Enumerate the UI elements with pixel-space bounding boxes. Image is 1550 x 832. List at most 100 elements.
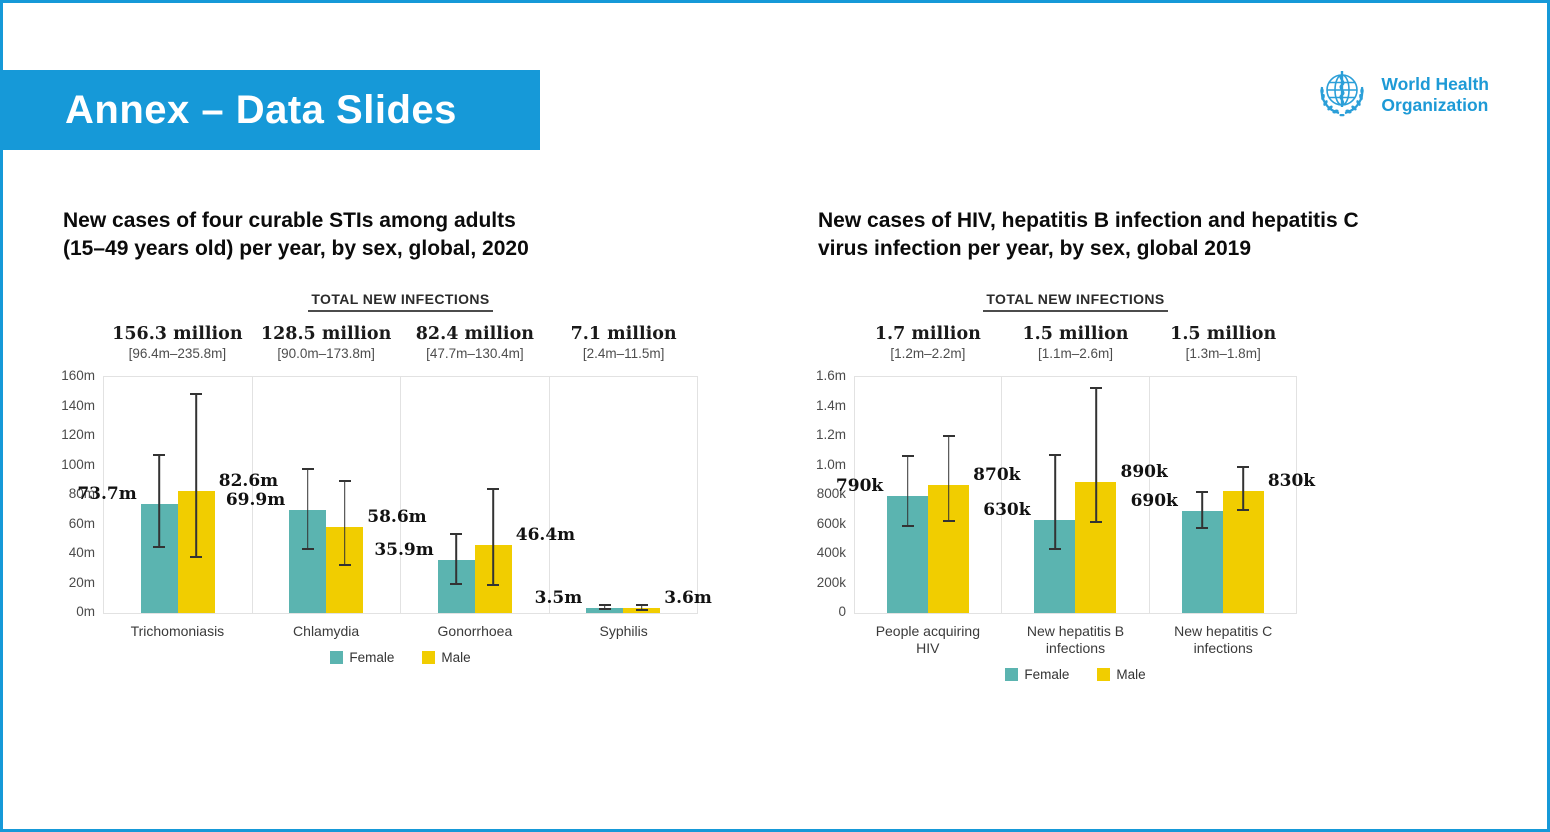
total-cell: 1.5 million [1.1m–2.6m] [1002, 324, 1150, 364]
sti-bar-chart: TOTAL NEW INFECTIONS 156.3 million [96.4m… [58, 291, 712, 665]
total-cell: 156.3 million [96.4m–235.8m] [103, 324, 252, 364]
legend-swatch-female [330, 651, 344, 664]
x-category-line: Trichomoniasis [130, 623, 225, 639]
error-bar-line [455, 535, 458, 583]
error-bar-line [640, 605, 643, 609]
bar-value-label: 790k [835, 476, 884, 497]
total-value: 82.4 million [415, 324, 534, 344]
who-logo: World Health Organization [1313, 63, 1489, 126]
error-bar-line [492, 489, 495, 585]
bar-value-label: 890k [1120, 461, 1168, 482]
x-category-line: New hepatitis B [1026, 623, 1125, 639]
total-cell: 128.5 million [90.0m–173.8m] [252, 324, 401, 364]
ci-range: [1.1m–2.6m] [1037, 346, 1114, 361]
error-bar-line [195, 395, 198, 557]
bar-value-label: 830k [1267, 470, 1316, 491]
x-category-line: infections [1045, 640, 1106, 656]
error-bar-female [598, 604, 611, 611]
who-emblem-icon [1313, 63, 1371, 126]
y-axis: 0 200k 400k 600k 800k 1.0m 1.2m 1.4m 1.6m [809, 368, 854, 619]
y-tick-label: 1.0m [815, 456, 846, 472]
bar-value-label: 69.9m [225, 489, 286, 510]
y-tick-label: 160m [61, 368, 95, 383]
x-category-line: infections [1193, 640, 1253, 656]
y-tick-label: 0 [838, 604, 846, 619]
y-tick-label: 1.4m [815, 397, 846, 413]
ci-range: [2.4m–11.5m] [582, 346, 665, 361]
y-tick-label: 100m [61, 456, 95, 472]
chart-header: TOTAL NEW INFECTIONS [983, 291, 1168, 312]
bar-value-label: 46.4m [515, 524, 576, 545]
error-bar-male [487, 487, 500, 587]
ci-range: [47.7m–130.4m] [426, 346, 524, 361]
x-category-line: Gonorrhoea [437, 623, 513, 639]
legend-swatch-female [1005, 668, 1019, 681]
y-tick-label: 60m [68, 515, 95, 531]
legend: Female Male [854, 667, 1297, 682]
ci-range: [1.2m–2.2m] [890, 346, 966, 361]
category-panel: 790k 870k [836, 377, 1020, 613]
x-category-line: New hepatitis C [1174, 623, 1273, 639]
ci-range: [1.3m–1.8m] [1185, 346, 1261, 361]
legend-swatch-male [422, 651, 436, 664]
legend-label: Male [441, 650, 471, 665]
category-panel: 69.9m 58.6m [226, 377, 427, 613]
title-banner: Annex – Data Slides [3, 70, 540, 150]
bar-value-label: 73.7m [77, 484, 137, 505]
right-chart-title: New cases of HIV, hepatitis B infection … [818, 209, 1359, 260]
legend-label: Male [1116, 667, 1146, 682]
error-bar-female [450, 533, 463, 585]
total-value: 1.7 million [874, 324, 981, 344]
chart-header: TOTAL NEW INFECTIONS [308, 291, 493, 312]
bar-female [586, 607, 624, 613]
error-bar-line [906, 457, 909, 526]
total-value: 7.1 million [570, 324, 677, 344]
error-bar-male [190, 393, 203, 559]
error-bar-male [1237, 465, 1250, 512]
total-cell: 1.7 million [1.2m–2.2m] [854, 324, 1002, 364]
bar-value-label: 630k [983, 500, 1031, 521]
error-bar-female [1048, 453, 1061, 550]
error-bar-male [635, 603, 648, 611]
total-value: 1.5 million [1022, 324, 1129, 344]
total-value: 1.5 million [1170, 324, 1277, 344]
category-panel: 73.7m 82.6m [77, 377, 278, 613]
banner-title: Annex – Data Slides [65, 87, 457, 132]
error-bar-male [1089, 387, 1102, 524]
legend-label: Female [349, 650, 395, 665]
x-labels: Trichomoniasis Chlamydia Gonorrhoea Syphili… [103, 614, 698, 640]
category-panel: 3.5m 3.6m [535, 377, 712, 613]
legend-item: Male [1097, 667, 1146, 682]
plot-area: 790k 870k 630k 890k 690k 830k [836, 376, 1315, 614]
error-bar-line [1242, 467, 1245, 510]
y-tick-label: 80m [68, 486, 95, 501]
legend-item: Female [1005, 667, 1069, 682]
x-category-label: People acquiring HIV [854, 614, 1002, 657]
plot-area: 73.7m 82.6m 69.9m 58.6m 35.9m 46.4m 3.5m 3.6m [77, 376, 712, 614]
legend-item: Male [422, 650, 471, 665]
error-bar-line [603, 606, 606, 609]
total-cell: 1.5 million [1.3m–1.8m] [1149, 324, 1297, 364]
total-value: 128.5 million [260, 324, 392, 344]
x-category-line: HIV [916, 640, 940, 656]
x-category-line: Syphilis [599, 623, 648, 639]
bar-value-label: 690k [1130, 491, 1178, 512]
error-bar-line [1095, 389, 1097, 522]
y-tick-label: 40m [68, 545, 95, 560]
hiv-hep-bar-chart: TOTAL NEW INFECTIONS 1.7 million [1.2m–2.… [809, 291, 1315, 682]
y-tick-label: 1.2m [815, 427, 846, 442]
y-tick-label: 400k [816, 545, 846, 560]
totals-row: 156.3 million [96.4m–235.8m] 128.5 million… [103, 324, 698, 364]
x-category-label: Gonorrhoea [401, 614, 550, 640]
x-category-label: Syphilis [549, 614, 698, 640]
totals-row: 1.7 million [1.2m–2.2m] 1.5 million [1.1m–2… [854, 324, 1297, 364]
error-bar-line [1054, 455, 1056, 548]
y-tick-label: 1.6m [815, 368, 846, 383]
left-chart-title: New cases of four curable STIs among adu… [63, 209, 529, 260]
error-bar-female [901, 455, 914, 528]
legend: Female Male [103, 650, 698, 665]
